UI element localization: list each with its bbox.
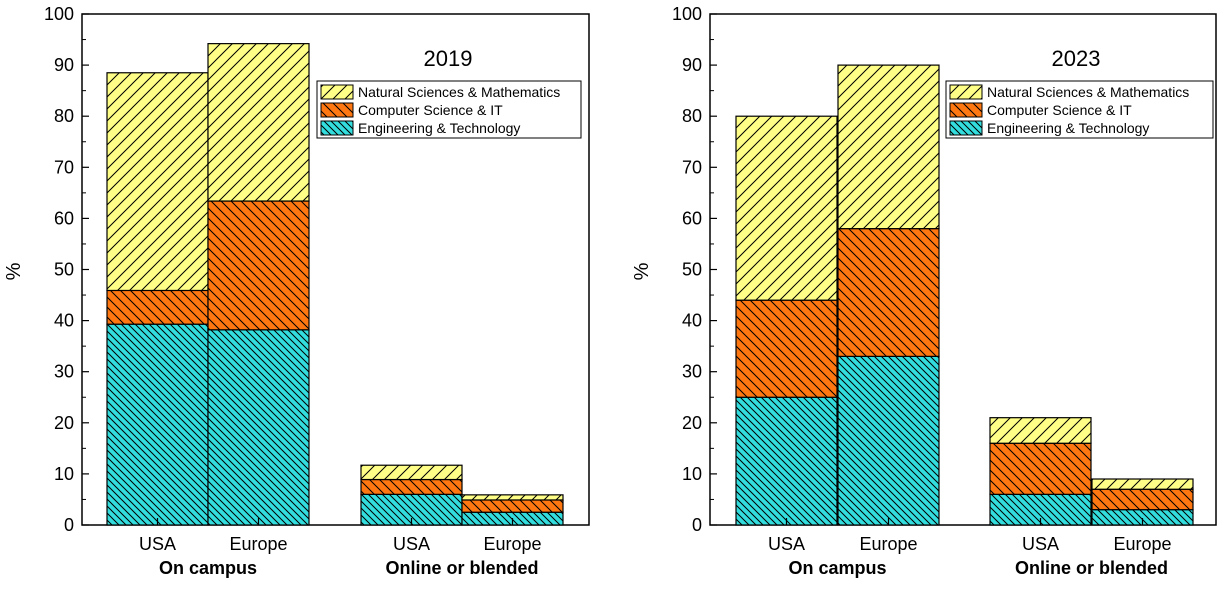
x-group-label: On campus [788,558,886,578]
y-tick-label: 0 [64,515,74,535]
y-tick-label: 80 [682,106,702,126]
bar-segment [207,329,310,526]
y-tick-label: 50 [54,260,74,280]
legend-label: Computer Science & IT [987,102,1132,118]
legend: Natural Sciences & Mathematics Computer S… [316,80,582,139]
bar-segment [735,396,838,526]
bar-segment [360,478,463,495]
bar-segment [106,72,209,292]
x-category-label: Europe [1113,534,1171,554]
legend-label: Computer Science & IT [358,102,503,118]
legend-swatch [320,84,354,100]
y-axis-label: % [3,262,25,280]
y-tick-label: 30 [682,362,702,382]
chart-panel-2023: 0 10 20 30 40 50 60 70 80 90 100% USA Europe USA Europ… [631,4,1217,578]
bar-segment [461,499,564,513]
y-tick-label: 100 [44,4,74,24]
y-tick-label: 90 [682,55,702,75]
y-tick-label: 60 [54,208,74,228]
panel-title: 2019 [424,46,473,71]
x-category-label: Europe [483,534,541,554]
legend-label: Natural Sciences & Mathematics [358,84,560,100]
x-category-label: Europe [229,534,287,554]
x-group-label: Online or blended [1015,558,1168,578]
x-category-label: USA [1022,534,1059,554]
legend-box [945,80,1214,139]
y-tick-label: 40 [682,311,702,331]
x-group-label: Online or blended [385,558,538,578]
legend: Natural Sciences & Mathematics Computer S… [945,80,1214,139]
bar-segment [989,442,1092,495]
legend-label: Engineering & Technology [358,120,520,136]
legend-label: Natural Sciences & Mathematics [987,84,1189,100]
bar-segment [106,323,209,526]
y-tick-label: 20 [54,413,74,433]
x-category-label: USA [139,534,176,554]
y-tick-label: 60 [682,208,702,228]
legend-swatch [949,84,983,100]
y-tick-label: 30 [54,362,74,382]
bar-segment [360,464,463,481]
y-tick-label: 20 [682,413,702,433]
y-tick-label: 0 [692,515,702,535]
legend-label: Engineering & Technology [987,120,1149,136]
legend-swatch [320,120,354,136]
panel-title: 2023 [1052,46,1101,71]
x-group-label: On campus [159,558,257,578]
legend-swatch [949,120,983,136]
bar-segment [837,355,940,526]
bar-segment [207,200,310,331]
bar-segment [207,43,310,202]
y-tick-label: 70 [682,157,702,177]
bar-segment [735,115,838,301]
bar-segment [1091,488,1194,511]
bar-segment [989,417,1092,444]
bar-segment [837,64,940,230]
y-tick-label: 70 [54,157,74,177]
y-tick-label: 80 [54,106,74,126]
bar-segment [837,228,940,357]
bar-segment [735,299,838,398]
y-tick-label: 10 [54,464,74,484]
legend-box [316,80,582,139]
y-tick-label: 50 [682,260,702,280]
y-tick-label: 10 [682,464,702,484]
x-category-label: USA [768,534,805,554]
y-tick-label: 90 [54,55,74,75]
x-category-label: USA [393,534,430,554]
legend-swatch [320,102,354,118]
x-category-label: Europe [859,534,917,554]
bar-segment [1091,478,1194,490]
y-axis-label: % [631,262,653,280]
y-tick-label: 40 [54,311,74,331]
bar-segment [461,494,564,501]
legend-swatch [949,102,983,118]
chart-panel-2019: 0 10 20 30 40 50 60 70 80 90 100% USA Europe USA Europ… [3,4,590,578]
y-tick-label: 100 [672,4,702,24]
bar-segment [106,289,209,325]
